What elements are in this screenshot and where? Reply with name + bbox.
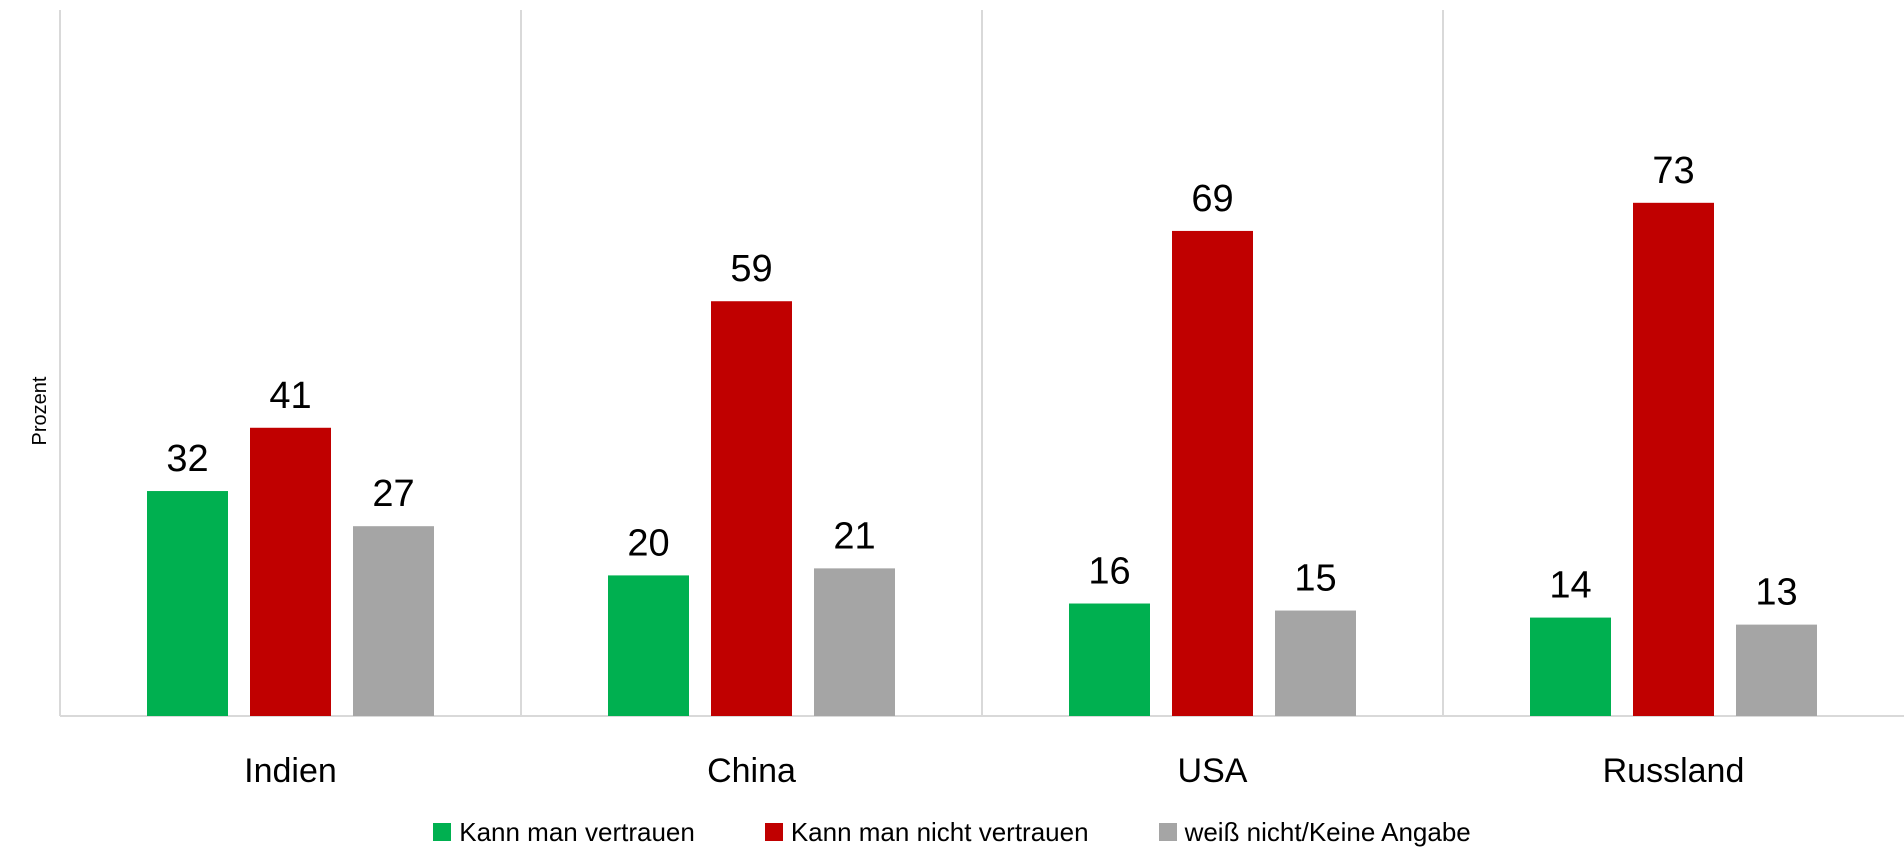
legend-swatch-unknown	[1158, 823, 1177, 841]
bar-indien-2	[353, 526, 434, 716]
bar-china-1	[711, 301, 792, 716]
data-label-russland-1: 73	[1652, 150, 1694, 192]
data-label-usa-0: 16	[1088, 551, 1130, 593]
category-label-russland: Russland	[1603, 752, 1745, 790]
bar-indien-1	[250, 427, 331, 716]
bar-russland-1	[1633, 202, 1714, 716]
legend-item-trust: Kann man vertrauen	[433, 817, 695, 848]
bar-china-0	[608, 575, 689, 716]
bar-usa-1	[1172, 230, 1253, 716]
bar-usa-2	[1275, 610, 1356, 716]
data-label-china-1: 59	[730, 248, 772, 290]
data-label-usa-2: 15	[1294, 558, 1336, 600]
legend-swatch-trust	[433, 823, 452, 841]
data-label-indien-2: 27	[372, 473, 414, 515]
legend-swatch-no-trust	[764, 823, 783, 841]
data-label-russland-0: 14	[1549, 565, 1591, 607]
data-label-china-0: 20	[627, 522, 669, 564]
bar-china-2	[814, 568, 895, 716]
category-label-china: China	[707, 752, 796, 790]
legend-label-no-trust: Kann man nicht vertrauen	[790, 816, 1089, 847]
y-axis-label: Prozent	[28, 376, 51, 446]
legend-label-trust: Kann man vertrauen	[459, 816, 695, 847]
bar-russland-0	[1530, 617, 1611, 716]
bar-usa-0	[1069, 603, 1150, 716]
category-label-indien: Indien	[244, 752, 337, 790]
data-label-russland-2: 13	[1755, 572, 1797, 614]
bar-russland-2	[1736, 624, 1817, 716]
category-label-usa: USA	[1178, 752, 1248, 790]
data-label-indien-1: 41	[269, 375, 311, 417]
legend-label-unknown: weiß nicht/Keine Angabe	[1184, 816, 1471, 847]
legend-item-unknown: weiß nicht/Keine Angabe	[1158, 816, 1471, 848]
legend: Kann man vertrauen Kann man nicht vertra…	[0, 812, 1904, 852]
legend-item-no-trust: Kann man nicht vertrauen	[764, 816, 1089, 848]
data-label-indien-0: 32	[166, 438, 208, 480]
data-label-china-2: 21	[833, 515, 875, 557]
data-label-usa-1: 69	[1191, 178, 1233, 220]
bar-indien-0	[147, 491, 228, 716]
